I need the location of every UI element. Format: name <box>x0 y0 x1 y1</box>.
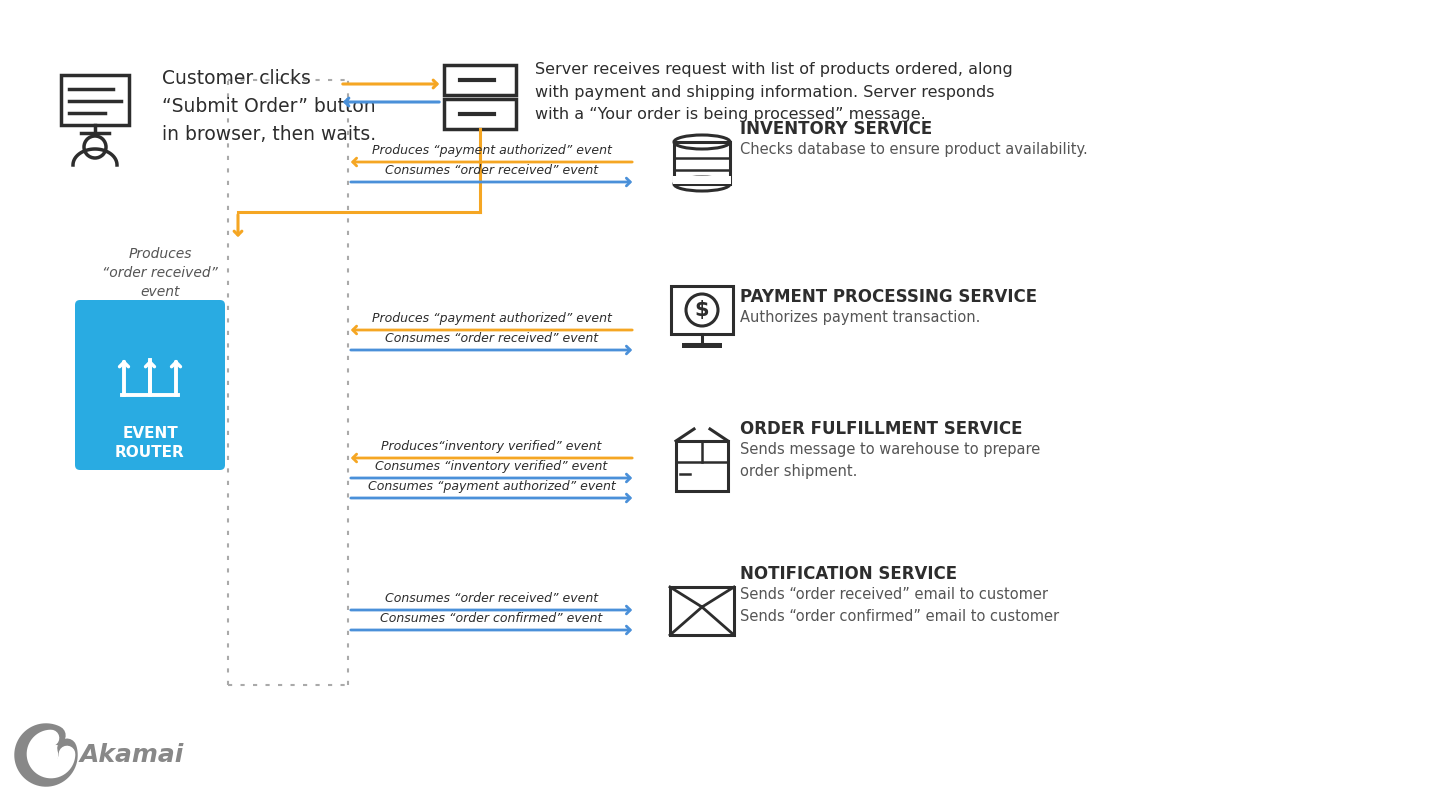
Bar <box>444 99 516 129</box>
Text: Consumes “inventory verified” event: Consumes “inventory verified” event <box>376 460 608 473</box>
Text: NOTIFICATION SERVICE: NOTIFICATION SERVICE <box>740 565 958 583</box>
Bar <box>670 587 734 635</box>
Text: Customer clicks
“Submit Order” button
in browser, then waits.: Customer clicks “Submit Order” button in… <box>161 70 376 144</box>
Text: Produces
“order received”
event: Produces “order received” event <box>102 247 217 299</box>
Text: Authorizes payment transaction.: Authorizes payment transaction. <box>740 310 981 325</box>
Text: Produces “payment authorized” event: Produces “payment authorized” event <box>372 144 612 157</box>
Bar <box>672 176 732 184</box>
Text: Produces “payment authorized” event: Produces “payment authorized” event <box>372 312 612 325</box>
Text: INVENTORY SERVICE: INVENTORY SERVICE <box>740 120 932 138</box>
Bar <box>671 286 733 334</box>
Text: Consumes “payment authorized” event: Consumes “payment authorized” event <box>367 480 615 493</box>
FancyBboxPatch shape <box>75 300 225 470</box>
Text: Consumes “order received” event: Consumes “order received” event <box>384 164 598 177</box>
Text: EVENT
ROUTER: EVENT ROUTER <box>115 426 184 460</box>
Bar <box>674 142 730 184</box>
Text: Sends “order received” email to customer
Sends “order confirmed” email to custom: Sends “order received” email to customer… <box>740 587 1060 625</box>
Text: Consumes “order received” event: Consumes “order received” event <box>384 332 598 345</box>
Bar <box>683 343 721 348</box>
Bar <box>444 65 516 95</box>
Text: $: $ <box>694 300 710 320</box>
Text: Sends message to warehouse to prepare
order shipment.: Sends message to warehouse to prepare or… <box>740 442 1040 480</box>
Text: Produces“inventory verified” event: Produces“inventory verified” event <box>382 440 602 453</box>
Text: Checks database to ensure product availability.: Checks database to ensure product availa… <box>740 142 1087 157</box>
Text: Server receives request with list of products ordered, along
with payment and sh: Server receives request with list of pro… <box>536 62 1012 122</box>
Text: ORDER FULFILLMENT SERVICE: ORDER FULFILLMENT SERVICE <box>740 420 1022 438</box>
Bar <box>60 75 130 125</box>
Text: Consumes “order confirmed” event: Consumes “order confirmed” event <box>380 612 602 625</box>
Text: Akamai: Akamai <box>81 743 184 767</box>
Text: Consumes “order received” event: Consumes “order received” event <box>384 592 598 605</box>
Text: PAYMENT PROCESSING SERVICE: PAYMENT PROCESSING SERVICE <box>740 288 1037 306</box>
Bar <box>675 441 729 491</box>
